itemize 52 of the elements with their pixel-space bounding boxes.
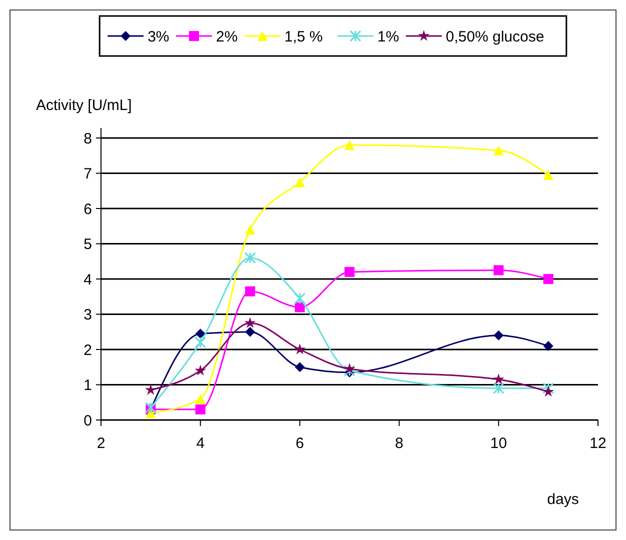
point: [344, 140, 354, 150]
legend-label: 1%: [377, 28, 400, 46]
legend-label: 1,5 %: [284, 28, 323, 46]
y-tick-label: 5: [84, 236, 92, 253]
point: [194, 364, 206, 376]
legend-label: 0,50% glucose: [446, 28, 544, 46]
point: [542, 386, 554, 397]
point: [542, 382, 554, 394]
y-tick-label: 0: [84, 412, 92, 430]
y-tick-label: 4: [84, 271, 92, 288]
x-axis-title: days: [547, 491, 579, 508]
point: [244, 252, 256, 264]
point: [543, 340, 554, 351]
x-tick-label: 12: [590, 435, 606, 452]
point: [144, 384, 156, 395]
point: [294, 177, 305, 188]
y-tick-label: 7: [84, 166, 92, 182]
point: [543, 274, 554, 284]
point: [244, 317, 256, 328]
point: [294, 292, 306, 304]
point: [492, 382, 504, 394]
point: [195, 394, 206, 404]
point: [144, 402, 156, 414]
point: [344, 364, 356, 376]
y-tick-label: 8: [84, 130, 92, 148]
point: [494, 330, 504, 340]
legend-label: 3%: [148, 28, 170, 46]
point: [194, 336, 206, 348]
point: [543, 170, 554, 180]
point: [494, 265, 504, 276]
point: [294, 362, 305, 372]
point: [245, 326, 256, 337]
x-tick-label: 2: [96, 435, 106, 452]
point: [344, 362, 356, 374]
x-tick-label: 10: [490, 435, 507, 452]
x-tick-label: 4: [196, 435, 205, 452]
legend-label: 2%: [216, 28, 238, 46]
point: [492, 373, 504, 384]
x-tick-label: 6: [296, 435, 304, 452]
point: [344, 266, 354, 277]
y-axis-title: Activity [U/mL]: [36, 97, 132, 114]
point: [245, 224, 256, 235]
x-tick-label: 8: [395, 435, 404, 452]
point: [195, 328, 206, 339]
y-tick-label: 1: [84, 377, 92, 394]
y-tick-label: 2: [84, 342, 92, 359]
point: [294, 344, 306, 354]
y-tick-label: 6: [84, 200, 92, 218]
point: [195, 404, 206, 414]
point: [245, 286, 256, 296]
point: [494, 145, 504, 156]
y-tick-label: 3: [84, 306, 92, 324]
